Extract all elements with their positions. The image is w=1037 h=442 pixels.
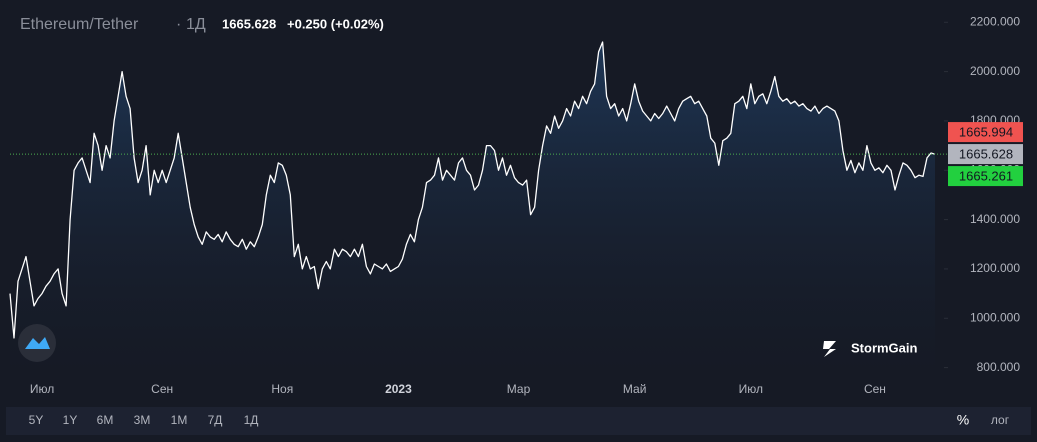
brand-logo: StormGain	[823, 340, 918, 357]
y-tick-label: 1200.000	[970, 261, 1020, 275]
range-button[interactable]: 5Y	[29, 413, 44, 427]
price-tag	[948, 144, 1023, 165]
range-button[interactable]: 1M	[171, 413, 188, 427]
y-tick-label: 2200.000	[970, 14, 1020, 28]
interval: 1Д	[186, 16, 206, 33]
y-tick-label: 1000.000	[970, 310, 1020, 324]
toolbar	[6, 407, 1031, 435]
range-button[interactable]: 1Y	[63, 413, 78, 427]
x-tick-label: 2023	[385, 382, 412, 396]
price-tag-label: 1665.261	[959, 169, 1013, 184]
price-tag	[948, 166, 1023, 187]
log-toggle[interactable]: лог	[991, 413, 1010, 427]
x-tick-label: Ноя	[271, 382, 293, 396]
logo-icon	[18, 324, 56, 362]
range-button[interactable]: 3M	[134, 413, 151, 427]
price-tag	[948, 122, 1023, 143]
last-price: 1665.628	[222, 16, 276, 31]
y-tick-label: 1400.000	[970, 212, 1020, 226]
range-button[interactable]: 6M	[97, 413, 114, 427]
area	[10, 42, 935, 375]
price-line	[9, 41, 936, 339]
x-tick-label: Июл	[30, 382, 54, 396]
x-tick-label: Мар	[507, 382, 531, 396]
price-change: +0.250 (+0.02%)	[287, 16, 384, 31]
x-tick-label: Июл	[739, 382, 763, 396]
price-tag-label: 1665.628	[959, 147, 1013, 162]
x-tick-label: Май	[623, 382, 647, 396]
range-button[interactable]: 1Д	[244, 413, 259, 427]
range-button[interactable]: 7Д	[208, 413, 223, 427]
separator: ·	[176, 16, 181, 33]
y-tick-label: 2000.000	[970, 64, 1020, 78]
x-tick-label: Сен	[864, 382, 886, 396]
plot-area	[9, 21, 948, 375]
x-tick-label: Сен	[151, 382, 173, 396]
price-tag-label: 1665.994	[959, 125, 1013, 140]
y-tick-label: 800.000	[977, 360, 1021, 374]
brand-name: StormGain	[851, 340, 918, 355]
chart-title: Ethereum/Tether	[20, 16, 139, 33]
percent-toggle[interactable]: %	[957, 412, 969, 428]
